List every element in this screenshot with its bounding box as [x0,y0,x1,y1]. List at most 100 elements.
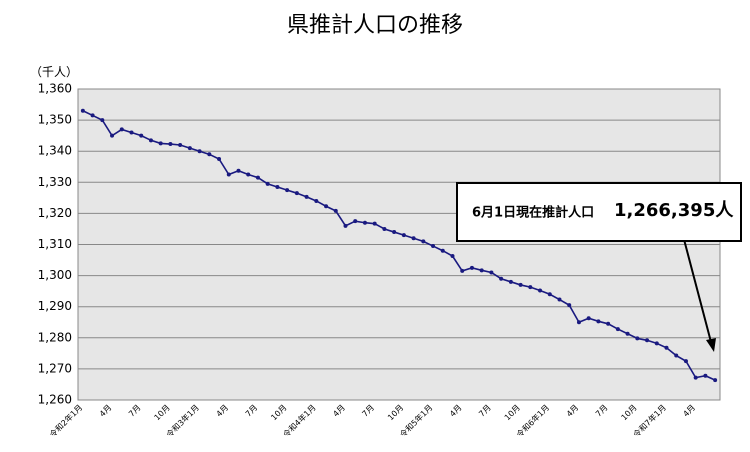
point [606,321,611,326]
y-tick-label: 1,350 [38,113,72,127]
point [343,223,348,228]
y-tick-label: 1,300 [38,268,72,282]
point [236,168,241,173]
point [596,319,601,324]
point [674,353,679,358]
annotation-box [456,182,742,242]
point [382,226,387,231]
point [576,320,581,325]
point [148,138,153,143]
annotation-text: 6月1日現在推計人口 [472,205,594,221]
point [294,191,299,196]
point [450,254,455,259]
point [392,230,397,235]
point [431,244,436,249]
point [90,113,95,118]
point [80,108,85,113]
point [528,285,533,290]
y-tick-label: 1,360 [38,82,72,96]
point [489,270,494,275]
point [693,375,698,380]
point [411,236,416,241]
x-tick-label: 4月 [565,403,581,419]
point [353,219,358,224]
point [324,204,329,209]
point [304,194,309,199]
x-tick-label: 7月 [244,403,260,419]
x-tick-label: 7月 [360,403,376,419]
y-tick-label: 1,340 [38,144,72,158]
point [333,208,338,213]
point [197,149,202,154]
y-tick-label: 1,330 [38,175,72,189]
point [518,282,523,287]
point [372,221,377,226]
point [275,184,280,189]
annotation-arrow [680,227,712,343]
point [654,341,659,346]
x-tick-label: 10月 [269,403,288,422]
point [479,268,484,273]
annotation-arrowhead [706,338,716,352]
x-tick-label: 10月 [620,403,639,422]
point [314,198,319,203]
point [615,327,620,332]
point [139,133,144,138]
x-tick-label: 10月 [386,403,405,422]
y-tick-label: 1,310 [38,237,72,251]
y-tick-label: 1,320 [38,206,72,220]
point [246,172,251,177]
point [207,152,212,157]
point [586,316,591,321]
point [635,336,640,341]
point [285,188,290,193]
point [664,345,669,350]
y-tick-label: 1,290 [38,299,72,313]
annotation-value: 1,266,395人 [614,200,734,221]
point [538,288,543,293]
point [178,142,183,147]
x-tick-label: 4月 [331,403,347,419]
y-tick-label: 1,260 [38,393,72,407]
point [217,156,222,161]
x-tick-label: 4月 [98,403,114,419]
point [255,175,260,180]
point [401,233,406,238]
point [625,331,630,336]
point [683,359,688,364]
point [421,239,426,244]
point [100,118,105,123]
chart-title: 県推計人口の推移 [287,13,463,38]
point [557,297,562,302]
point [645,338,650,343]
y-tick-label: 1,270 [38,361,72,375]
point [703,373,708,378]
point [547,292,552,297]
x-tick-label: 7月 [594,403,610,419]
point [158,141,163,146]
point [129,130,134,135]
point [265,181,270,186]
x-tick-label: 4月 [681,403,697,419]
point [508,279,513,284]
point [440,248,445,253]
x-tick-label: 7月 [477,403,493,419]
x-tick-label: 10月 [503,403,522,422]
x-tick-label: 10月 [153,403,172,422]
point [119,127,124,132]
x-tick-label: 4月 [215,403,231,419]
point [187,146,192,151]
point [713,378,718,383]
point [499,276,504,281]
x-tick-label: 7月 [127,403,143,419]
point [226,172,231,177]
point [362,220,367,225]
point [567,303,572,308]
point [168,142,173,147]
x-tick-label: 4月 [448,403,464,419]
x-tick-label: 令和2年1月 [47,402,84,439]
point [110,133,115,138]
point [469,265,474,270]
point [460,268,465,273]
